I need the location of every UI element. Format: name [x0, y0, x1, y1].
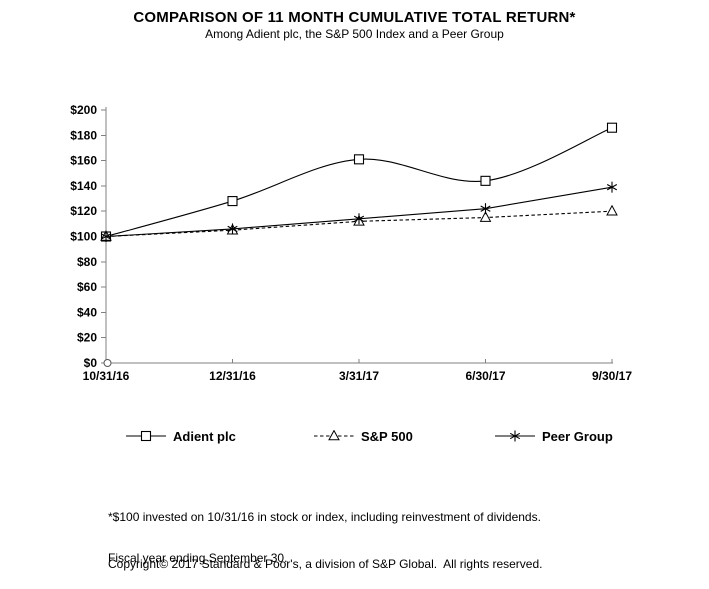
copyright-standard-poors: Copyright© 2017 Standard & Poor's, a div…: [108, 557, 543, 571]
y-tick-label: $0: [84, 356, 98, 370]
asterisk-marker-icon: [353, 213, 365, 225]
series-line-2: [105, 186, 613, 238]
legend-asterisk-marker-icon: [495, 430, 535, 442]
triangle-marker-icon: [479, 211, 492, 222]
square-marker-icon: [140, 430, 152, 442]
y-tick-label: $120: [70, 204, 97, 218]
chart-title: COMPARISON OF 11 MONTH CUMULATIVE TOTAL …: [133, 9, 576, 26]
legend-item-adient-plc: Adient plc: [126, 428, 236, 444]
x-tick-label: 6/30/17: [465, 369, 505, 383]
origin-circle-marker: [103, 359, 112, 367]
y-tick-label: $80: [77, 255, 97, 269]
x-tick-label: 12/31/16: [209, 369, 256, 383]
square-marker-icon: [227, 196, 238, 207]
legend-item-peer-group: Peer Group: [495, 428, 613, 444]
y-tick-label: $160: [70, 154, 97, 168]
asterisk-marker-icon: [100, 231, 112, 242]
legend-label-peer-group: Peer Group: [542, 428, 613, 444]
y-tick-label: $180: [70, 128, 97, 142]
x-tick-label: 10/31/16: [83, 369, 130, 383]
asterisk-marker-icon: [509, 430, 521, 442]
asterisk-marker-icon: [227, 223, 238, 235]
copyright-block: Copyright© 2017 Standard & Poor's, a div…: [108, 531, 599, 589]
y-tick-label: $100: [70, 230, 97, 244]
legend-triangle-marker-icon: [314, 430, 354, 442]
legend-label-adient-plc: Adient plc: [173, 428, 236, 444]
chart-subtitle: Among Adient plc, the S&P 500 Index and …: [205, 27, 504, 41]
footnote-block: *$100 invested on 10/31/16 in stock or i…: [108, 484, 541, 589]
square-marker-icon: [606, 122, 618, 133]
y-tick-label: $60: [77, 280, 97, 294]
triangle-marker-icon: [328, 430, 340, 441]
y-tick-label: $40: [77, 305, 97, 319]
y-tick-label: $200: [70, 103, 97, 117]
asterisk-marker-icon: [480, 203, 491, 215]
footnote-fiscal-year: Fiscal year ending September 30.: [108, 550, 288, 565]
triangle-marker-icon: [606, 204, 618, 216]
footnote-invested: *$100 invested on 10/31/16 in stock or i…: [108, 510, 541, 524]
square-marker-icon: [480, 175, 491, 186]
legend-label-sp500: S&P 500: [361, 428, 413, 444]
x-tick-label: 9/30/17: [592, 369, 632, 383]
legend-item-sp500: S&P 500: [314, 428, 413, 444]
y-tick-label: $20: [77, 331, 97, 345]
asterisk-marker-icon: [606, 181, 618, 193]
y-tick-label: $140: [70, 179, 97, 193]
line-chart-plot: $0 $20 $40 $60 $80 $100 $120 $140 $160 $180 $200 10…: [70, 103, 632, 383]
square-marker-icon: [353, 154, 365, 165]
legend-square-marker-icon: [126, 430, 166, 442]
x-tick-label: 3/31/17: [339, 369, 379, 383]
